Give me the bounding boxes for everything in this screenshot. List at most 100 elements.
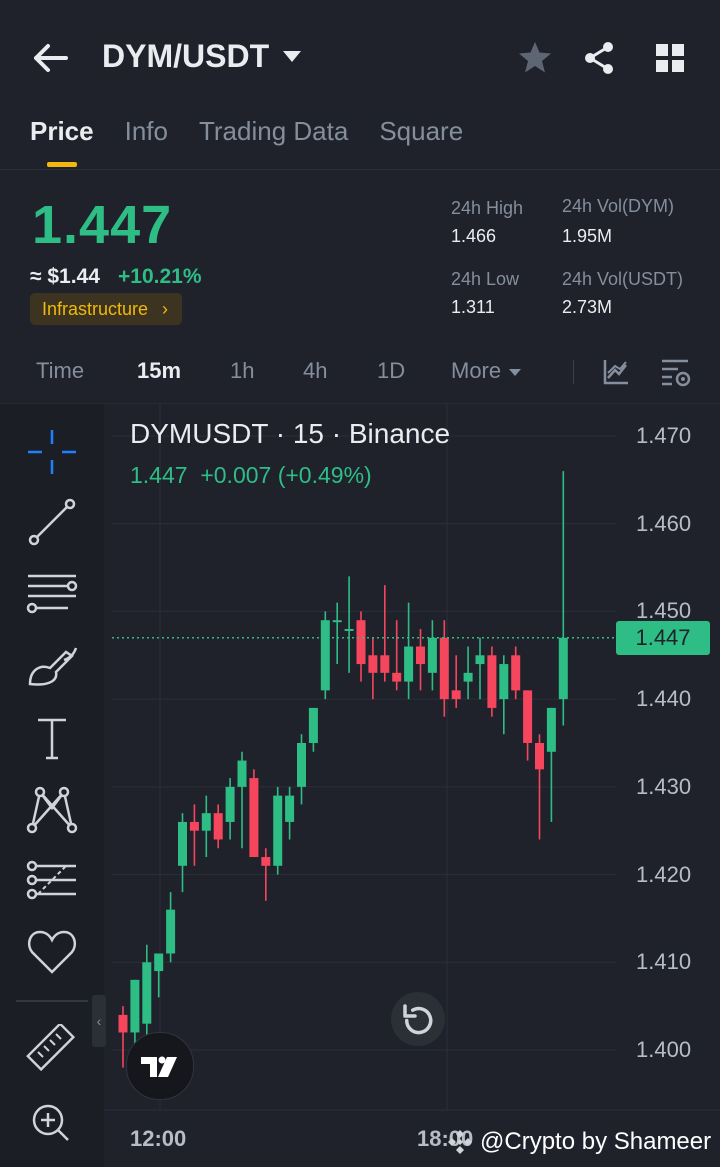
- candle-down: [213, 813, 223, 840]
- candle-down: [118, 1014, 128, 1033]
- candle-down: [380, 655, 390, 673]
- drawing-toolbar: [0, 404, 104, 1167]
- y-axis-tick-label: 1.460: [636, 510, 692, 536]
- chart-legend-title: DYMUSDT · 15 · Binance: [130, 418, 451, 449]
- zoom-in-icon[interactable]: [24, 1096, 80, 1148]
- candle-down: [535, 743, 544, 770]
- candle-up: [201, 813, 211, 831]
- brush-icon[interactable]: [24, 640, 80, 692]
- horizontal-lines-icon[interactable]: [24, 568, 80, 620]
- tradingview-logo[interactable]: [126, 1032, 194, 1100]
- trend-line-icon[interactable]: [24, 496, 80, 548]
- candle-up: [178, 821, 187, 866]
- candle-up: [404, 646, 414, 682]
- chart-legend-values: 1.447 +0.007 (+0.49%): [130, 462, 372, 488]
- low-value: 1.311: [451, 297, 495, 317]
- candle-up: [546, 707, 556, 752]
- high-label: 24h High: [451, 198, 524, 218]
- refresh-icon: [403, 1004, 433, 1035]
- pattern-icon[interactable]: [24, 784, 80, 836]
- text-icon[interactable]: [24, 712, 80, 764]
- indicator-icon[interactable]: [600, 356, 632, 388]
- star-icon[interactable]: [515, 38, 555, 78]
- candle-down: [487, 655, 497, 708]
- candle-up: [344, 628, 354, 631]
- y-axis-tick-label: 1.400: [636, 1037, 692, 1062]
- interval-1h[interactable]: 1h: [230, 358, 255, 383]
- pair-selector[interactable]: DYM/USDT: [102, 38, 302, 75]
- change-percent: +10.21%: [118, 265, 202, 288]
- y-axis-tick-label: 1.430: [636, 773, 692, 799]
- candle-up: [130, 979, 140, 1033]
- candle-down: [261, 857, 271, 866]
- candle-up: [320, 620, 330, 691]
- candle-down: [439, 637, 449, 700]
- low-label: 24h Low: [451, 269, 520, 289]
- vol-dym-label: 24h Vol(DYM): [562, 196, 675, 216]
- last-price-tag: 1.447: [616, 621, 710, 655]
- interval-more[interactable]: More: [451, 358, 522, 384]
- candle-up: [332, 620, 342, 623]
- y-axis-tick-label: 1.470: [636, 423, 692, 448]
- reset-chart-button[interactable]: [391, 992, 445, 1046]
- high-value: 1.466: [451, 226, 497, 246]
- candle-up: [154, 953, 164, 972]
- category-tag-label: Infrastructure: [42, 298, 149, 319]
- x-axis-tick-label: 12:00: [130, 1126, 187, 1151]
- candle-up: [237, 760, 247, 787]
- candlestick-chart[interactable]: [104, 404, 720, 1167]
- last-price: 1.447: [32, 195, 173, 255]
- chevron-down-icon: [509, 368, 522, 376]
- tab-square[interactable]: Square: [379, 116, 464, 146]
- tab-info[interactable]: Info: [124, 116, 168, 146]
- collapse-toolbar-button[interactable]: ‹: [92, 995, 106, 1047]
- candle-up: [285, 795, 295, 822]
- candle-down: [451, 690, 461, 700]
- candle-down: [249, 778, 259, 858]
- y-axis-tick-label: 1.410: [636, 949, 692, 975]
- tab-price[interactable]: Price: [30, 116, 94, 167]
- interval-15m[interactable]: 15m: [137, 358, 182, 383]
- candle-up: [273, 795, 283, 866]
- pair-name: DYM/USDT: [102, 38, 270, 74]
- candle-down: [523, 690, 533, 743]
- candle-down: [511, 655, 521, 691]
- candle-down: [356, 620, 366, 665]
- candle-down: [392, 672, 402, 682]
- candle-down: [189, 821, 199, 831]
- chevron-right-icon: ›: [162, 298, 169, 319]
- interval-4h[interactable]: 4h: [303, 358, 328, 383]
- candle-up: [475, 655, 485, 665]
- divider: [0, 403, 720, 404]
- candle-up: [297, 743, 306, 787]
- binance-logo-icon: [448, 1130, 472, 1154]
- share-icon[interactable]: [579, 38, 619, 78]
- divider: [16, 1000, 88, 1002]
- interval-1d[interactable]: 1D: [377, 358, 406, 383]
- candle-up: [499, 664, 509, 700]
- candle-up: [225, 786, 235, 822]
- watermark-text: @Crypto by Shameer: [480, 1128, 712, 1155]
- ruler-icon[interactable]: [24, 1024, 80, 1076]
- category-tag[interactable]: Infrastructure ›: [30, 293, 183, 325]
- vol-usdt-label: 24h Vol(USDT): [562, 269, 684, 289]
- chart-settings-icon[interactable]: [658, 354, 694, 390]
- heart-icon[interactable]: [24, 926, 80, 978]
- y-axis-tick-label: 1.440: [636, 686, 692, 712]
- y-axis-tick-label: 1.450: [636, 598, 692, 624]
- chevron-left-icon: ‹: [96, 1013, 102, 1029]
- back-arrow-icon[interactable]: [28, 38, 72, 78]
- vol-usdt-value: 2.73M: [562, 297, 613, 317]
- grid-icon[interactable]: [650, 38, 690, 78]
- vol-dym-value: 1.95M: [562, 226, 613, 246]
- candle-up: [142, 962, 152, 1024]
- interval-time[interactable]: Time: [36, 358, 85, 383]
- tab-trading-data[interactable]: Trading Data: [198, 116, 349, 146]
- candle-up: [166, 909, 176, 954]
- chevron-down-icon: [283, 51, 302, 62]
- prediction-icon[interactable]: [24, 856, 80, 908]
- crosshair-icon[interactable]: [24, 426, 80, 478]
- candle-up: [308, 707, 318, 743]
- candle-up: [558, 637, 568, 700]
- tab-bar: Price Info Trading Data Square: [30, 116, 464, 167]
